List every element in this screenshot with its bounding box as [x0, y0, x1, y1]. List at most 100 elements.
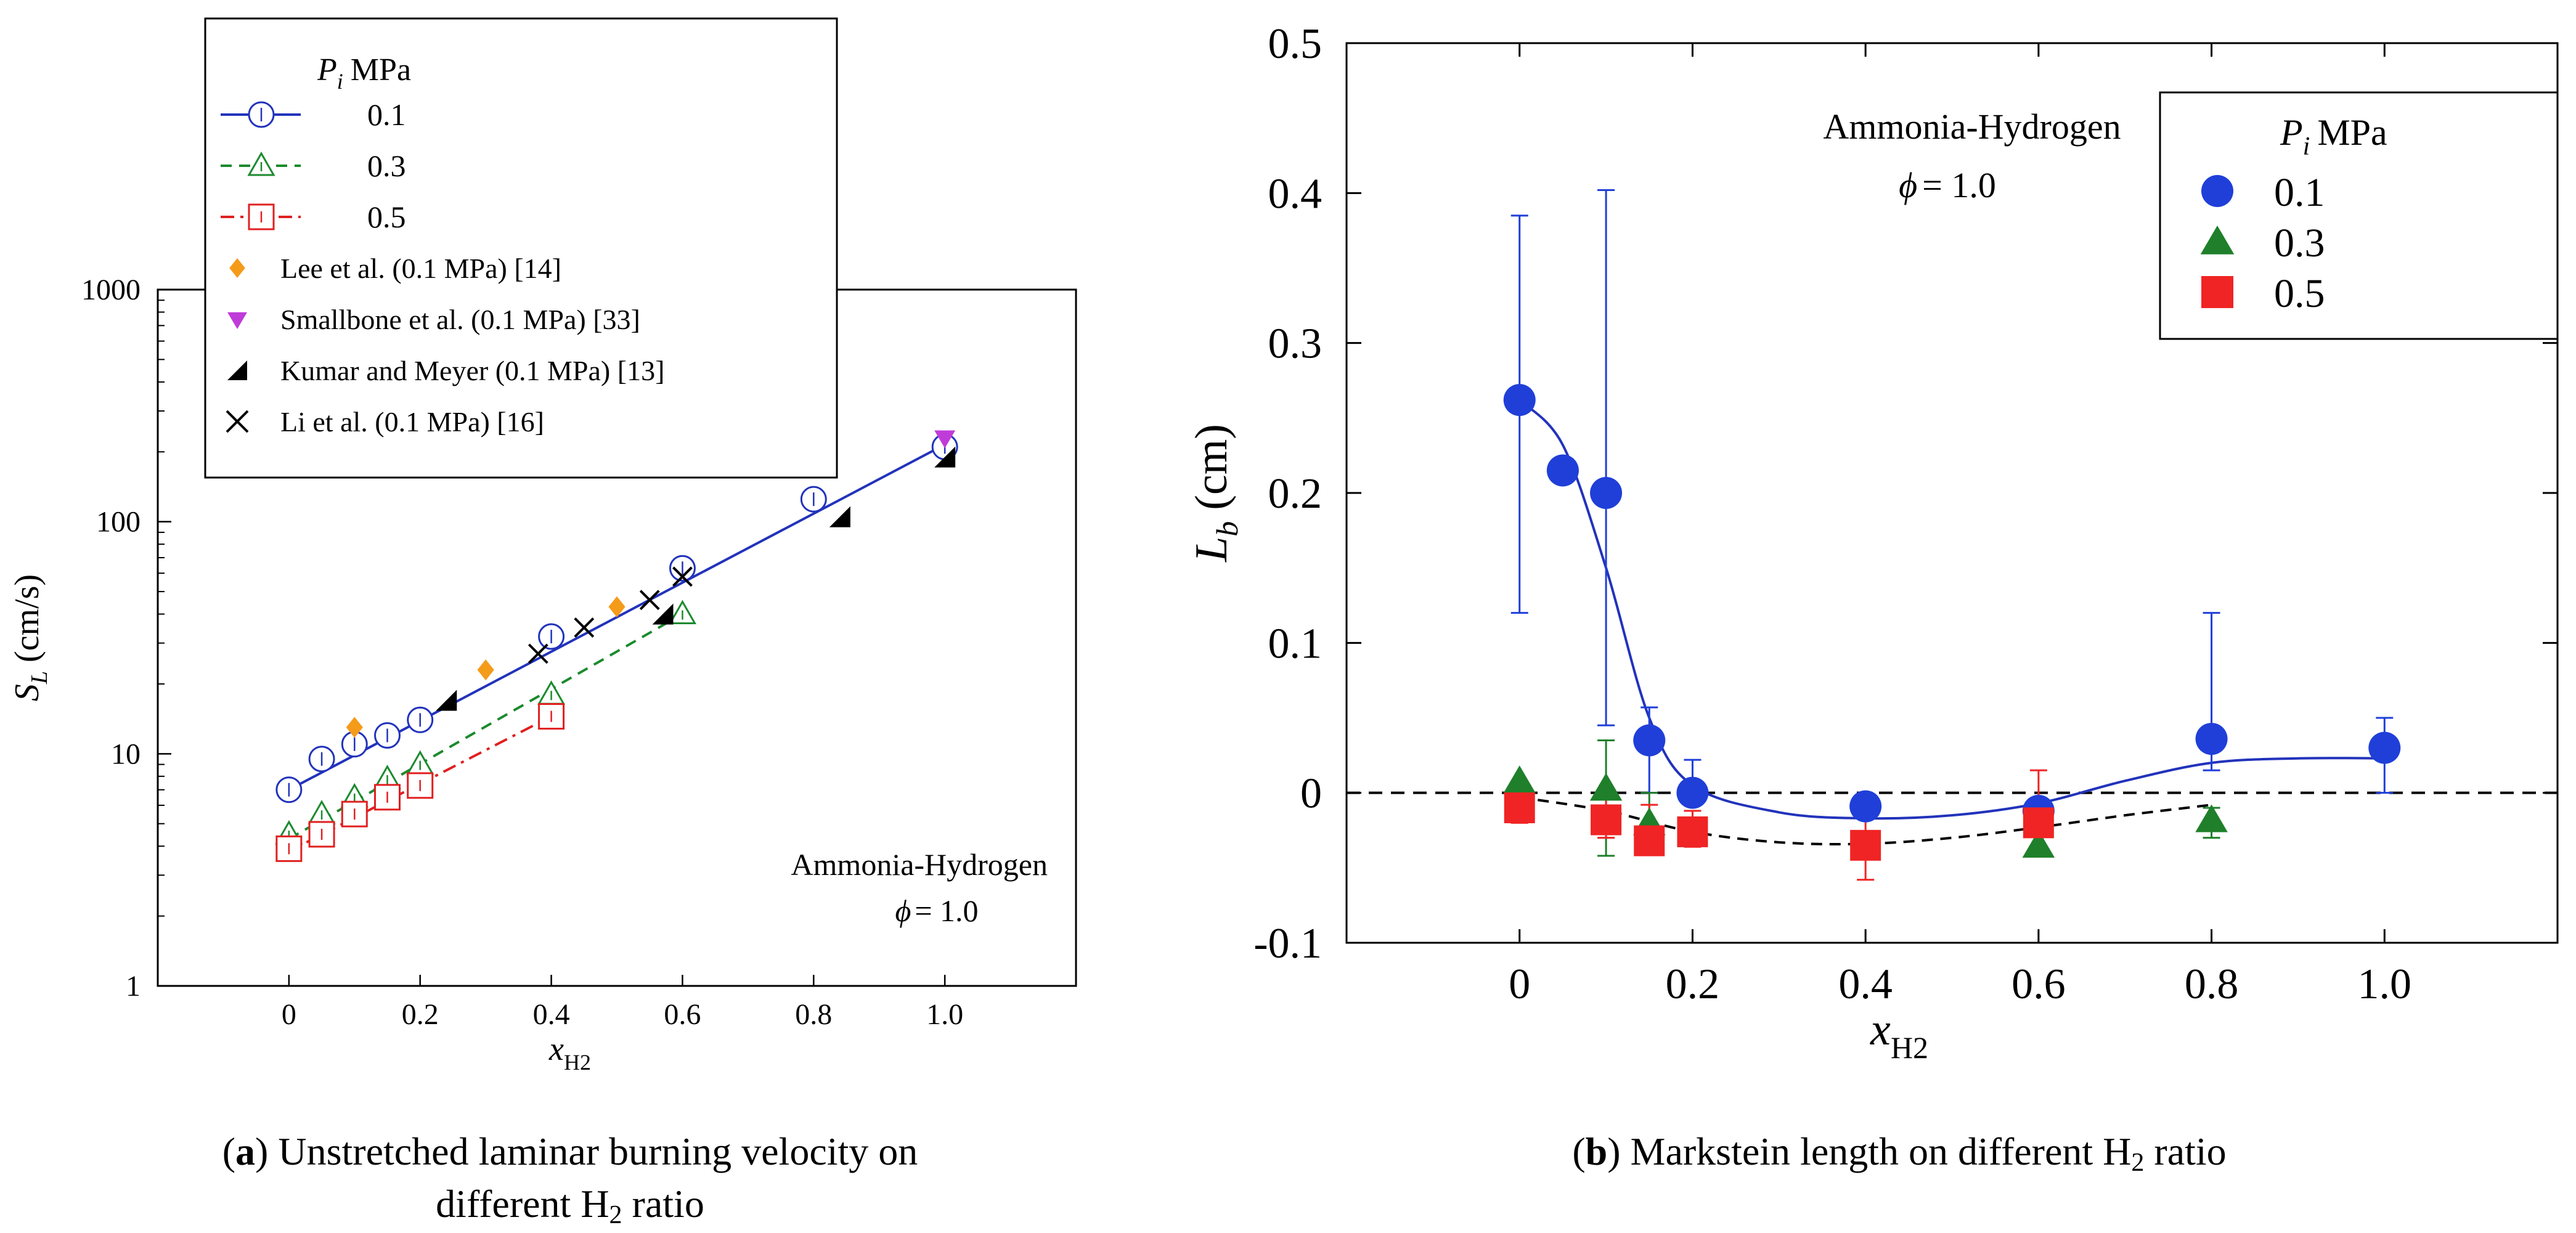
chart-a-point-s3	[477, 659, 494, 681]
chart-b-point-s0	[1590, 477, 1623, 509]
chart-b-point-s1	[1503, 765, 1536, 794]
chart-a-marks	[275, 430, 958, 862]
chart-b-point-s1	[2195, 804, 2228, 832]
chart-a-x-tick-label: 0.2	[402, 998, 439, 1031]
chart-b-point-s2	[1677, 816, 1708, 847]
chart-b-y-tick-label: 0.4	[1268, 170, 1323, 218]
chart-b-point-s2	[2023, 807, 2054, 839]
chart-a-legend-label: Li et al. (0.1 MPa) [16]	[280, 406, 544, 437]
chart-a-point-s0	[669, 555, 696, 582]
chart-a-y-tick-label: 1	[126, 970, 141, 1003]
chart-a-point-s2	[341, 800, 368, 828]
chart-a-point-s2	[308, 821, 335, 848]
chart-b-x-label: xH2	[1870, 1004, 1928, 1065]
chart-a-point-s3	[608, 596, 626, 617]
chart-a-x-tick-label: 0.8	[795, 998, 832, 1031]
chart-a-caption-line1: (a) Unstretched laminar burning velocity…	[222, 1129, 918, 1173]
chart-a-caption-line2: different H2 ratio	[436, 1182, 704, 1229]
chart-a-legend-marker	[247, 151, 275, 176]
chart-b-y-tick-label: -0.1	[1253, 920, 1322, 967]
chart-a-legend-marker-stroke2	[226, 410, 249, 433]
chart-a-point-s3	[346, 717, 363, 738]
chart-b-marks	[1503, 189, 2401, 881]
chart-a-legend-marker	[229, 258, 245, 278]
chart-b-legend-marker	[2200, 226, 2235, 254]
chart-a-y-tick-label: 100	[96, 506, 141, 539]
chart-a-legend-marker	[226, 410, 249, 433]
chart-b-point-s0	[1633, 724, 1666, 757]
chart-a-point-s1	[308, 800, 336, 824]
chart-a-legend-box	[204, 17, 838, 479]
chart-a-annotation-phi: ϕ = 1.0	[895, 893, 978, 928]
chart-a-point-s6	[574, 617, 595, 638]
chart-a-legend-label: Smallbone et al. (0.1 MPa) [33]	[280, 304, 640, 335]
chart-a-point-s0	[374, 722, 401, 749]
chart-a-point-s6-stroke2	[528, 643, 548, 664]
chart-a-point-s0	[275, 776, 303, 804]
chart-a-point-s6	[672, 566, 693, 587]
chart-a-point-s6-stroke2	[639, 590, 660, 611]
chart-b-fit-curves	[1347, 399, 2558, 846]
chart-a-legend-label: Kumar and Meyer (0.1 MPa) [13]	[280, 355, 664, 386]
chart-b-x-tick-label: 0.2	[1666, 961, 1720, 1008]
chart-a-x-tick-label: 1.0	[926, 998, 963, 1031]
chart-a-point-s1	[668, 600, 697, 625]
chart-b-y-label: Lb(cm)	[1186, 424, 1244, 563]
chart-a-annotation-title: Ammonia-Hydrogen	[791, 847, 1048, 882]
chart-a-point-s6-stroke2	[574, 617, 595, 638]
chart-a-x-label: xH2	[548, 1030, 591, 1075]
chart-b-point-s0	[1849, 790, 1882, 823]
chart-b-point-s2	[1850, 829, 1881, 861]
chart-a-point-s5	[436, 690, 457, 711]
chart-a-legend-label: 0.5	[367, 200, 406, 234]
chart-b-y-tick-label: 0.5	[1268, 20, 1323, 68]
chart-a-legend-label: 0.3	[367, 149, 406, 183]
chart-a-point-s5	[934, 446, 956, 468]
chart-a-point-s6	[639, 590, 660, 611]
chart-b-legend-label: 0.5	[2274, 271, 2325, 316]
chart-a-legend-marker	[248, 101, 275, 128]
chart-b-ticks: 0 0.2 0.4 0.6 0.8 1.0 -0.1 0 0.1 0.2 0.3 0.4 0.5	[1253, 20, 2558, 1008]
chart-a-legend-title: Pi MPa	[317, 52, 411, 94]
chart-a-point-s5	[829, 506, 850, 527]
chart-a-legend-label: Lee et al. (0.1 MPa) [14]	[280, 253, 561, 284]
chart-b-y-tick-label: 0.1	[1268, 620, 1323, 667]
chart-b-curve-0.5	[1519, 796, 2212, 846]
chart-a-point-s1	[537, 680, 566, 705]
chart-b-x-tick-label: 0	[1509, 961, 1530, 1008]
chart-a-legend-marker	[227, 360, 247, 380]
chart-a-y-tick-label: 1000	[81, 274, 141, 306]
chart-b-x-tick-label: 1.0	[2358, 961, 2412, 1008]
chart-b-point-s2	[1634, 825, 1665, 857]
chart-b-y-tick-label: 0	[1300, 770, 1322, 818]
chart-b-point-s0	[1546, 454, 1579, 487]
chart-a-point-s1	[406, 750, 434, 775]
chart-a-point-s0	[538, 623, 565, 650]
chart-b-legend-marker	[2201, 276, 2233, 308]
chart-b-point-s2	[1504, 792, 1535, 823]
chart-b-y-tick-label: 0.3	[1268, 320, 1323, 368]
chart-b-legend-items: 0.1 0.3 0.5	[2200, 170, 2325, 316]
chart-a-x-tick-label: 0.4	[533, 998, 570, 1031]
chart-a-point-s4	[934, 430, 956, 449]
chart-a-point-s2	[374, 784, 401, 811]
chart-b: 0 0.2 0.4 0.6 0.8 1.0 -0.1 0 0.1 0.2 0.3 0.4 0.5 Lb(…	[1186, 20, 2559, 1177]
chart-b-legend: Pi MPa 0.1 0.3 0.5	[2159, 91, 2559, 340]
chart-a-point-s2	[275, 835, 303, 862]
chart-a-x-tick-label: 0	[282, 998, 296, 1031]
chart-b-point-s1	[2022, 829, 2055, 858]
chart-a-point-s0	[308, 746, 335, 773]
chart-a-point-s5	[652, 603, 674, 625]
chart-b-annotation-title: Ammonia-Hydrogen	[1823, 107, 2121, 147]
chart-a-legend-marker	[227, 312, 247, 329]
chart-b-point-s2	[1591, 804, 1622, 836]
chart-b-y-tick-label: 0.2	[1268, 470, 1323, 518]
chart-b-legend-label: 0.1	[2274, 170, 2325, 215]
chart-b-point-s0	[1503, 384, 1536, 417]
chart-a-point-s0	[407, 706, 434, 733]
chart-a-point-s0	[800, 486, 827, 513]
chart-b-caption: (b) Markstein length on different H2 rat…	[1572, 1129, 2226, 1177]
chart-a-point-s2	[538, 703, 565, 730]
